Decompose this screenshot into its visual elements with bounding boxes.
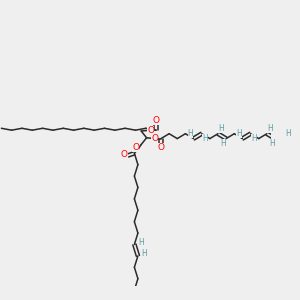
Text: H: H xyxy=(202,134,208,143)
Text: H: H xyxy=(218,124,224,133)
Text: O: O xyxy=(121,150,128,159)
Text: H: H xyxy=(142,249,147,258)
Text: H: H xyxy=(285,129,291,138)
Text: H: H xyxy=(138,238,144,247)
Text: H: H xyxy=(267,124,273,133)
Text: H: H xyxy=(188,129,194,138)
Text: H: H xyxy=(236,129,242,138)
Text: O: O xyxy=(158,143,164,152)
Text: O: O xyxy=(151,134,158,143)
Text: H: H xyxy=(269,139,275,148)
Text: H: H xyxy=(251,134,256,143)
Text: O: O xyxy=(147,126,154,135)
Text: O: O xyxy=(153,116,160,125)
Text: O: O xyxy=(132,143,139,152)
Text: H: H xyxy=(220,139,226,148)
